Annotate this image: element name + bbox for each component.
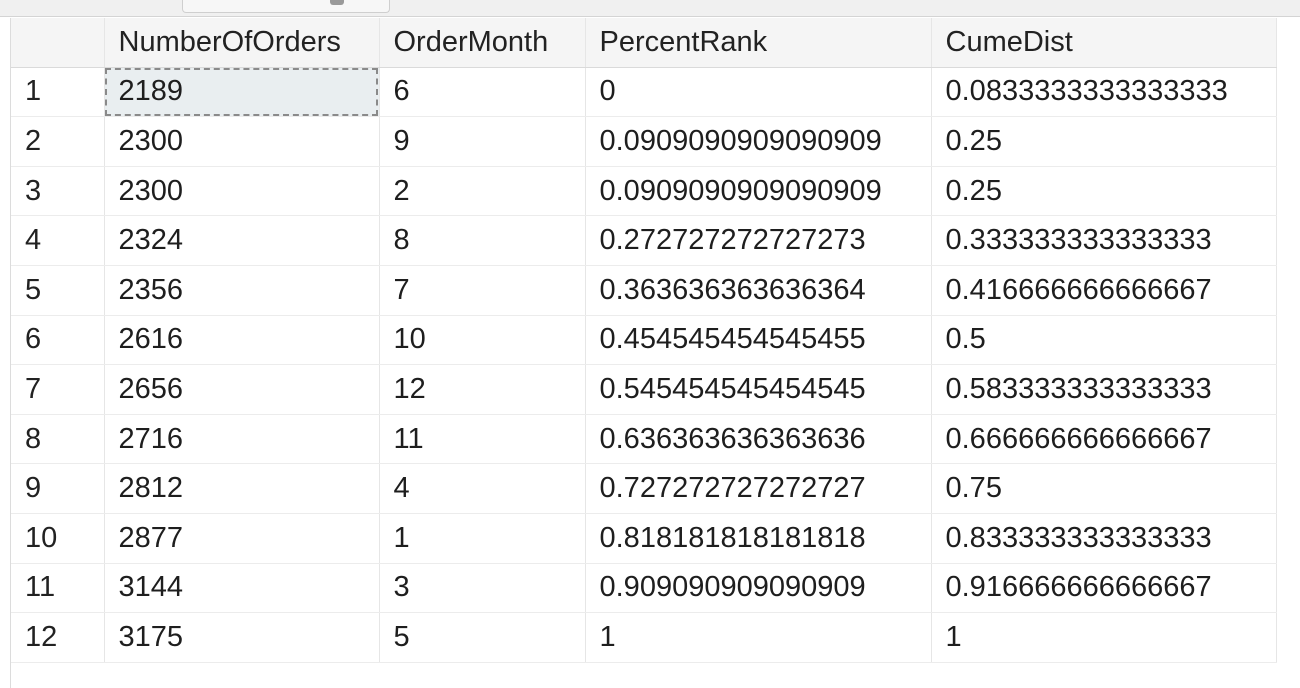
cell-cumedist[interactable]: 1 xyxy=(931,612,1277,663)
row-number[interactable]: 10 xyxy=(11,513,105,564)
cell-percentrank[interactable]: 1 xyxy=(585,612,932,663)
row-number[interactable]: 5 xyxy=(11,265,105,316)
results-table: NumberOfOrders OrderMonth PercentRank Cu… xyxy=(11,18,1277,663)
cell-cumedist[interactable]: 0.416666666666667 xyxy=(931,265,1277,316)
row-number[interactable]: 7 xyxy=(11,364,105,415)
cell-percentrank[interactable]: 0.818181818181818 xyxy=(585,513,932,564)
cell-numberoforders[interactable]: 2716 xyxy=(104,414,380,465)
cell-numberoforders[interactable]: 2656 xyxy=(104,364,380,415)
table-row[interactable]: 9 2812 4 0.727272727272727 0.75 xyxy=(11,463,1277,514)
cell-percentrank[interactable]: 0.272727272727273 xyxy=(585,215,932,266)
table-row[interactable]: 12 3175 5 1 1 xyxy=(11,612,1277,663)
cell-percentrank[interactable]: 0.454545454545455 xyxy=(585,315,932,366)
row-number[interactable]: 4 xyxy=(11,215,105,266)
table-row[interactable]: 11 3144 3 0.909090909090909 0.9166666666… xyxy=(11,563,1277,614)
table-row[interactable]: 3 2300 2 0.0909090909090909 0.25 xyxy=(11,166,1277,217)
cell-cumedist[interactable]: 0.25 xyxy=(931,116,1277,167)
cell-ordermonth[interactable]: 9 xyxy=(379,116,586,167)
cell-cumedist[interactable]: 0.916666666666667 xyxy=(931,563,1277,614)
cell-numberoforders[interactable]: 2300 xyxy=(104,166,380,217)
table-row[interactable]: 5 2356 7 0.363636363636364 0.41666666666… xyxy=(11,265,1277,316)
cell-ordermonth[interactable]: 4 xyxy=(379,463,586,514)
row-number[interactable]: 8 xyxy=(11,414,105,465)
cell-percentrank[interactable]: 0.0909090909090909 xyxy=(585,116,932,167)
table-row[interactable]: 8 2716 11 0.636363636363636 0.6666666666… xyxy=(11,414,1277,465)
cell-cumedist[interactable]: 0.25 xyxy=(931,166,1277,217)
cell-numberoforders[interactable]: 3175 xyxy=(104,612,380,663)
cell-cumedist[interactable]: 0.0833333333333333 xyxy=(931,67,1277,118)
cell-percentrank[interactable]: 0.0909090909090909 xyxy=(585,166,932,217)
table-row[interactable]: 10 2877 1 0.818181818181818 0.8333333333… xyxy=(11,513,1277,564)
row-number[interactable]: 12 xyxy=(11,612,105,663)
column-header-ordermonth[interactable]: OrderMonth xyxy=(379,18,586,68)
cell-percentrank[interactable]: 0.909090909090909 xyxy=(585,563,932,614)
column-header-cumedist[interactable]: CumeDist xyxy=(931,18,1277,68)
cell-cumedist[interactable]: 0.5 xyxy=(931,315,1277,366)
row-number[interactable]: 6 xyxy=(11,315,105,366)
row-number[interactable]: 9 xyxy=(11,463,105,514)
cell-numberoforders[interactable]: 2812 xyxy=(104,463,380,514)
cell-cumedist[interactable]: 0.333333333333333 xyxy=(931,215,1277,266)
cell-numberoforders[interactable]: 2616 xyxy=(104,315,380,366)
cell-numberoforders[interactable]: 2877 xyxy=(104,513,380,564)
cell-numberoforders[interactable]: 2356 xyxy=(104,265,380,316)
cell-cumedist[interactable]: 0.833333333333333 xyxy=(931,513,1277,564)
cell-ordermonth[interactable]: 10 xyxy=(379,315,586,366)
cell-ordermonth[interactable]: 12 xyxy=(379,364,586,415)
column-header-numberoforders[interactable]: NumberOfOrders xyxy=(104,18,380,68)
table-row[interactable]: 7 2656 12 0.545454545454545 0.5833333333… xyxy=(11,364,1277,415)
cell-ordermonth[interactable]: 3 xyxy=(379,563,586,614)
table-row[interactable]: 4 2324 8 0.272727272727273 0.33333333333… xyxy=(11,215,1277,266)
cell-ordermonth[interactable]: 7 xyxy=(379,265,586,316)
cell-percentrank[interactable]: 0.636363636363636 xyxy=(585,414,932,465)
cell-ordermonth[interactable]: 8 xyxy=(379,215,586,266)
header-row: NumberOfOrders OrderMonth PercentRank Cu… xyxy=(11,18,1277,68)
select-all-corner[interactable] xyxy=(11,18,105,68)
results-grid[interactable]: NumberOfOrders OrderMonth PercentRank Cu… xyxy=(10,18,1300,688)
cell-percentrank[interactable]: 0.727272727272727 xyxy=(585,463,932,514)
row-number[interactable]: 3 xyxy=(11,166,105,217)
row-number[interactable]: 1 xyxy=(11,67,105,118)
cell-ordermonth[interactable]: 11 xyxy=(379,414,586,465)
cell-numberoforders[interactable]: 2300 xyxy=(104,116,380,167)
cell-numberoforders[interactable]: 2324 xyxy=(104,215,380,266)
cell-cumedist[interactable]: 0.583333333333333 xyxy=(931,364,1277,415)
cell-cumedist[interactable]: 0.666666666666667 xyxy=(931,414,1277,465)
table-row[interactable]: 2 2300 9 0.0909090909090909 0.25 xyxy=(11,116,1277,167)
cell-ordermonth[interactable]: 2 xyxy=(379,166,586,217)
row-number[interactable]: 11 xyxy=(11,563,105,614)
cell-numberoforders[interactable]: 2189 xyxy=(104,67,380,118)
cell-numberoforders[interactable]: 3144 xyxy=(104,563,380,614)
table-row[interactable]: 6 2616 10 0.454545454545455 0.5 xyxy=(11,315,1277,366)
row-number[interactable]: 2 xyxy=(11,116,105,167)
cell-ordermonth[interactable]: 6 xyxy=(379,67,586,118)
tab-label-fragment xyxy=(330,0,344,5)
cell-ordermonth[interactable]: 5 xyxy=(379,612,586,663)
results-tab[interactable] xyxy=(182,0,390,13)
cell-cumedist[interactable]: 0.75 xyxy=(931,463,1277,514)
cell-percentrank[interactable]: 0.545454545454545 xyxy=(585,364,932,415)
table-row[interactable]: 1 2189 6 0 0.0833333333333333 xyxy=(11,67,1277,118)
cell-percentrank[interactable]: 0 xyxy=(585,67,932,118)
cell-percentrank[interactable]: 0.363636363636364 xyxy=(585,265,932,316)
results-pane-top-strip xyxy=(0,0,1300,17)
column-header-percentrank[interactable]: PercentRank xyxy=(585,18,932,68)
cell-ordermonth[interactable]: 1 xyxy=(379,513,586,564)
